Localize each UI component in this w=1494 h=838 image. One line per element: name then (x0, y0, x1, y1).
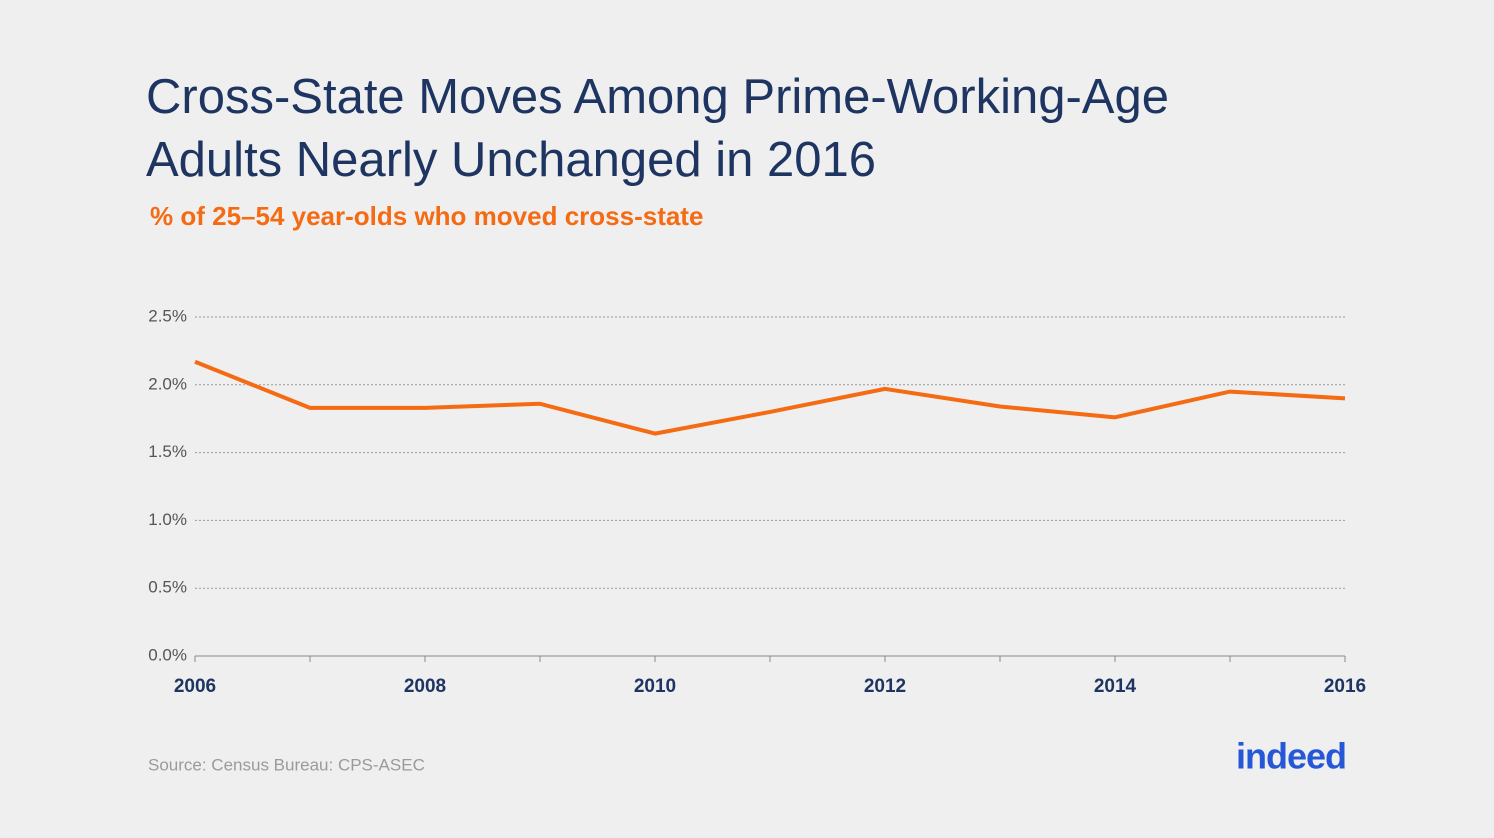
y-tick-label: 0.5% (148, 578, 187, 597)
chart-title: Adults Nearly Unchanged in 2016 (146, 133, 876, 187)
x-tick-label: 2014 (1094, 676, 1137, 697)
x-tick-label: 2006 (174, 676, 216, 697)
y-tick-label: 2.5% (148, 306, 187, 325)
y-tick-label: 0.0% (148, 645, 187, 664)
chart-title: Cross-State Moves Among Prime-Working-Ag… (146, 70, 1169, 124)
source-note: Source: Census Bureau: CPS-ASEC (148, 755, 425, 774)
y-tick-label: 1.0% (148, 510, 187, 529)
x-tick-label: 2008 (404, 676, 446, 697)
logo: indeed (1236, 736, 1346, 777)
x-tick-label: 2012 (864, 676, 906, 697)
data-line (194, 359, 1346, 436)
y-tick-label: 1.5% (148, 442, 187, 461)
y-tick-label: 2.0% (148, 374, 187, 393)
x-tick-label: 2010 (634, 676, 676, 697)
x-tick-label: 2016 (1324, 676, 1366, 697)
chart-subtitle: % of 25–54 year-olds who moved cross-sta… (150, 201, 703, 231)
